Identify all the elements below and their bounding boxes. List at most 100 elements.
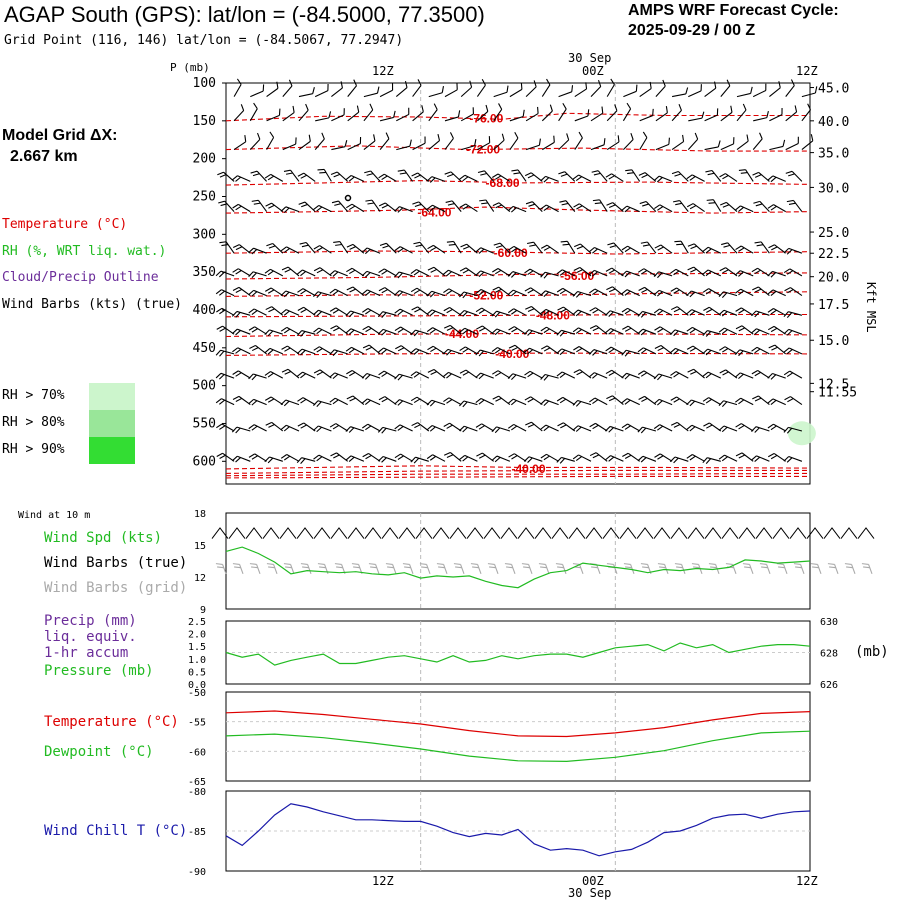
- wind-barb: [443, 451, 462, 462]
- wind-barb-grid: [419, 563, 431, 574]
- pressure-tick-label: 400: [193, 303, 216, 318]
- wind-barb: [378, 347, 397, 355]
- barb-flag: [300, 289, 307, 295]
- barb-staff: [347, 85, 357, 97]
- wind-barb: [606, 104, 618, 122]
- wind-barb: [232, 347, 251, 355]
- wind-barb: [622, 102, 632, 122]
- wind-barb: [605, 455, 624, 462]
- wind-barb: [216, 452, 235, 462]
- wind-barb: [397, 169, 414, 182]
- wind-barb: [688, 84, 702, 98]
- wind-barb: [346, 370, 365, 379]
- barb-staff: [335, 423, 348, 432]
- wind-barb: [738, 169, 754, 182]
- wind-barb: [251, 199, 268, 212]
- barb-flag: [721, 401, 728, 408]
- wind-barb: [525, 80, 537, 97]
- barb-staff: [465, 203, 478, 213]
- barb-flag: [527, 349, 534, 355]
- barb-flag: [606, 202, 613, 206]
- wind-barb: [702, 288, 722, 297]
- barb-staff: [707, 348, 721, 355]
- barb-staff: [736, 109, 747, 122]
- barb-staff: [449, 422, 462, 432]
- barb-flag: [267, 398, 275, 403]
- wind-barb: [346, 395, 365, 406]
- barb-flag: [686, 174, 693, 180]
- barb-flag: [770, 425, 777, 431]
- barb-flag: [673, 349, 679, 355]
- wind-barb: [653, 398, 673, 406]
- barb-flag: [654, 344, 662, 349]
- barb-staff: [545, 308, 559, 316]
- barb-flag: [556, 457, 562, 463]
- wind-barb: [720, 201, 738, 213]
- barb-flag: [278, 108, 281, 116]
- isotherm-line: [225, 352, 811, 356]
- wind-barb: [655, 79, 666, 97]
- barb-flag: [283, 247, 290, 253]
- barb-flag: [754, 348, 761, 354]
- barb-staff: [298, 140, 311, 151]
- barb-staff: [450, 171, 462, 182]
- temperature-label: Temperature (°C): [44, 714, 179, 730]
- barb-flag: [494, 329, 501, 336]
- barb-staff: [545, 399, 559, 406]
- barb-flag: [231, 455, 238, 462]
- barb-flag: [682, 134, 685, 142]
- wind-barb: [460, 80, 473, 98]
- barb-flag: [253, 202, 261, 205]
- wind-barb: [621, 205, 640, 213]
- barb-flag: [313, 267, 321, 272]
- barb-staff: [851, 564, 856, 574]
- wind-barb: [511, 169, 527, 182]
- barb-staff: [464, 309, 478, 316]
- barb-flag: [767, 175, 774, 181]
- barb-staff: [788, 455, 803, 462]
- barb-staff: [253, 308, 267, 316]
- barb-staff: [318, 204, 332, 213]
- wind-barb: [248, 326, 267, 335]
- barb-flag: [433, 103, 438, 110]
- barb-flag: [419, 563, 427, 565]
- wind-barb: [460, 107, 474, 122]
- barb-staff: [658, 398, 673, 406]
- barb-flag: [702, 371, 709, 377]
- barb-staff: [595, 422, 608, 432]
- wind-barb: [508, 344, 527, 355]
- barb-flag: [394, 373, 400, 380]
- kft-tick-label: 12.5: [818, 377, 849, 392]
- wind-barb: [330, 171, 349, 182]
- barb-staff: [363, 92, 378, 98]
- barb-flag: [657, 272, 663, 279]
- wind-barb: [686, 399, 705, 407]
- wind-barb: [491, 455, 511, 463]
- wind-barb: [492, 370, 511, 379]
- wind-barb: [507, 308, 527, 316]
- wind-barb: [281, 345, 300, 355]
- barb-flag: [705, 349, 712, 356]
- barb-flag: [710, 566, 717, 569]
- barb-flag: [702, 457, 708, 464]
- wind-barb: [265, 306, 284, 316]
- barb-flag: [786, 199, 794, 203]
- barb-staff: [655, 85, 666, 97]
- barb-flag: [283, 400, 290, 407]
- wind-barb: [396, 107, 410, 122]
- barb-staff: [412, 85, 422, 97]
- barb-staff: [530, 172, 543, 182]
- barb-flag: [670, 396, 677, 401]
- barb-flag: [426, 290, 433, 297]
- wind-barb: [783, 370, 803, 379]
- barb-flag: [637, 426, 643, 433]
- wind-barb: [249, 102, 258, 122]
- barb-flag: [284, 347, 291, 352]
- barb-staff: [415, 456, 429, 462]
- barb-staff: [222, 564, 227, 574]
- wind-barb: [410, 396, 430, 406]
- barb-staff: [788, 328, 803, 335]
- barb-flag: [410, 269, 417, 274]
- barb-flag: [556, 269, 563, 275]
- barb-staff: [399, 206, 413, 213]
